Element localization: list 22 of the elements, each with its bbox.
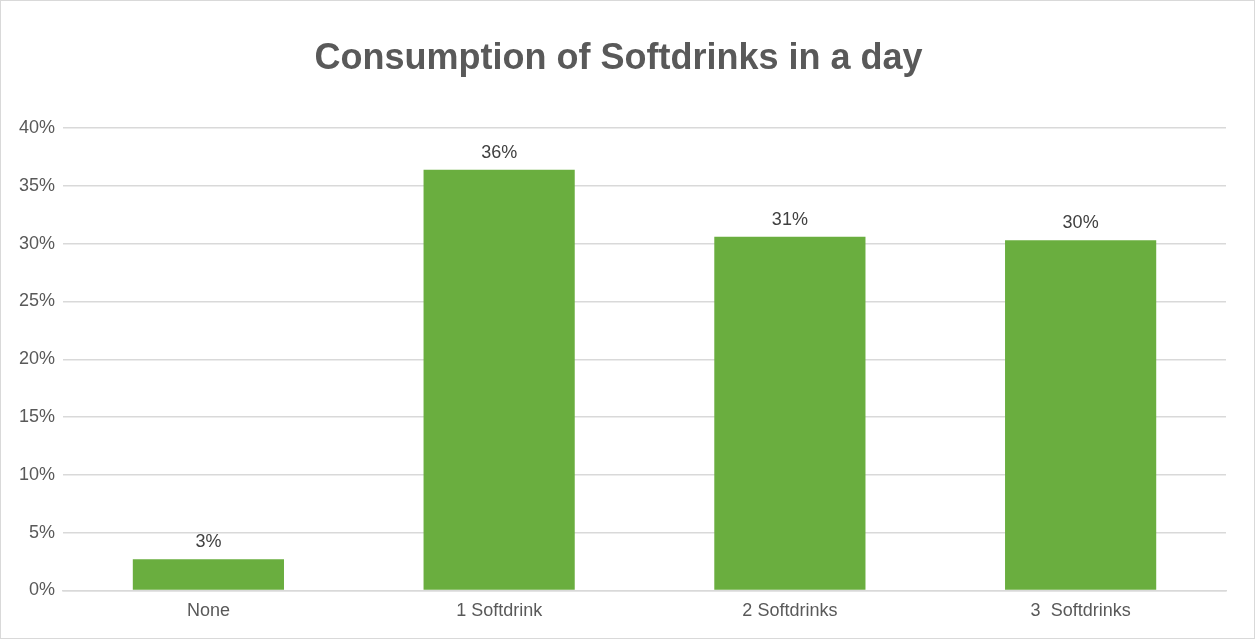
y-tick-label: 5% [29,521,56,542]
chart-title: Consumption of Softdrinks in a day [314,35,923,77]
bar [714,236,866,590]
y-tick-label: 10% [19,463,56,484]
bar [423,169,575,590]
data-label: 3% [195,531,222,552]
data-label: 36% [481,141,518,162]
y-tick-label: 30% [19,232,56,253]
y-tick-label: 15% [19,406,56,427]
data-label: 31% [771,208,808,229]
x-tick-label: 3 Softdrinks [1030,600,1131,621]
x-tick-label: 1 Softdrink [456,600,544,621]
data-label: 30% [1062,212,1099,233]
y-tick-label: 20% [19,348,56,369]
y-tick-label: 35% [19,174,56,195]
bar [132,559,284,590]
y-tick-label: 40% [19,117,56,138]
y-tick-label: 0% [29,579,56,600]
y-tick-label: 25% [19,290,56,311]
bar [1005,240,1157,590]
x-tick-label: None [186,600,230,621]
x-tick-label: 2 Softdrinks [742,600,838,621]
